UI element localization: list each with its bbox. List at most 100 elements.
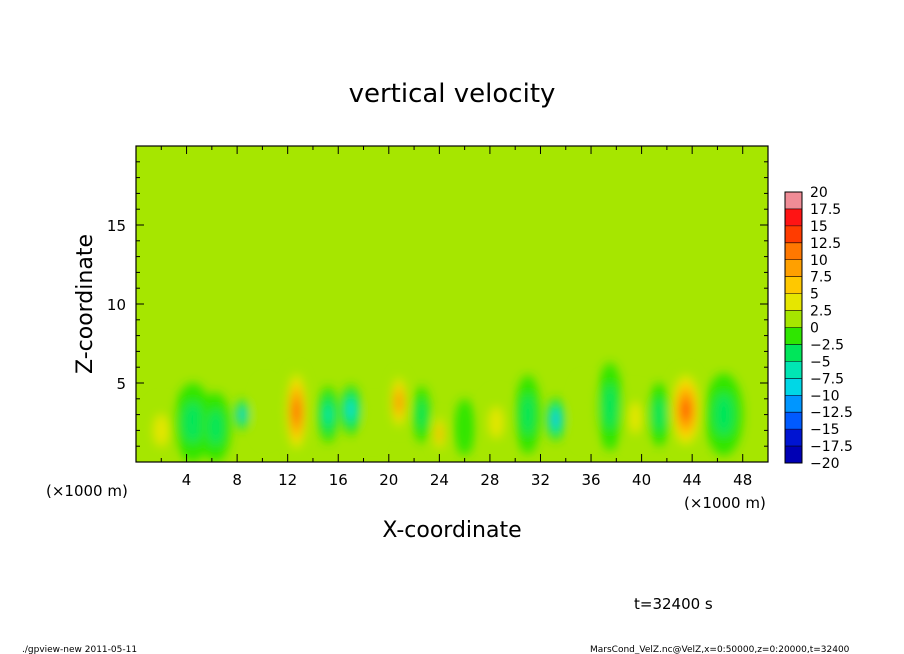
colorbar-label: 5 [810, 287, 819, 303]
velocity-cell [146, 398, 177, 462]
velocity-contour [417, 400, 427, 429]
velocity-cell [704, 373, 743, 456]
x-tick-label: 36 [581, 471, 600, 489]
velocity-cell [366, 398, 382, 447]
x-tick-label: 44 [683, 471, 702, 489]
colorbar-swatch [785, 446, 802, 463]
velocity-contour [324, 405, 332, 425]
colorbar-swatch [785, 327, 802, 345]
colorbar-label: 0 [810, 321, 819, 337]
x-tick-label: 40 [632, 471, 651, 489]
colorbar-label: 7.5 [810, 270, 832, 286]
velocity-contour [628, 401, 642, 434]
x-tick-label: 4 [182, 471, 192, 489]
colorbar-label: −20 [810, 456, 840, 472]
x-axis-label: X-coordinate [382, 518, 521, 543]
velocity-cell [454, 398, 475, 456]
colorbar-label: −17.5 [810, 439, 853, 455]
x-tick-label: 12 [278, 471, 297, 489]
colorbar-swatch [785, 259, 802, 277]
velocity-contour [153, 414, 169, 447]
velocity-contour [683, 403, 689, 417]
colorbar-swatch [785, 395, 802, 413]
colorbar-label: −10 [810, 388, 840, 404]
chart-title: vertical velocity [349, 79, 556, 109]
colorbar-label: 10 [810, 253, 828, 269]
x-tick-label: 48 [733, 471, 752, 489]
colorbar-label: −7.5 [810, 371, 844, 387]
velocity-contour [254, 379, 276, 444]
x-unit-right: (×1000 m) [684, 494, 766, 512]
velocity-cell [235, 398, 249, 431]
x-tick-label: 16 [329, 471, 348, 489]
colorbar-swatch [785, 293, 802, 311]
colorbar-swatch [785, 344, 802, 362]
velocity-cell [669, 368, 703, 451]
velocity-contour [603, 384, 617, 429]
velocity-cell [285, 367, 308, 456]
colorbar-swatch [785, 412, 802, 430]
velocity-contour [437, 428, 441, 439]
velocity-contour [714, 394, 734, 436]
velocity-cell [622, 386, 648, 450]
colorbar-label: 15 [810, 219, 828, 235]
velocity-cell [573, 376, 597, 447]
colorbar-swatch [785, 361, 802, 379]
x-tick-label: 32 [531, 471, 550, 489]
velocity-cell [546, 397, 565, 442]
colorbar-label: 20 [810, 185, 828, 201]
footer-program: ./gpview-new 2011-05-11 [22, 645, 137, 654]
x-unit-left: (×1000 m) [46, 482, 128, 500]
colorbar-label: −12.5 [810, 405, 853, 421]
colorbar-swatch [785, 225, 802, 243]
x-tick-label: 24 [430, 471, 449, 489]
time-label: t=32400 s [634, 595, 713, 613]
velocity-contour [653, 398, 665, 431]
colorbar-label: 2.5 [810, 304, 832, 320]
velocity-contour [366, 398, 382, 447]
x-tick-label: 8 [232, 471, 242, 489]
velocity-contour [183, 402, 203, 443]
velocity-cell [482, 390, 511, 455]
colorbar-label: 17.5 [810, 202, 841, 218]
velocity-cell [647, 383, 671, 447]
colorbar-swatch [785, 208, 802, 226]
footer-source: MarsCond_VelZ.nc@VelZ,x=0:50000,z=0:2000… [590, 645, 850, 654]
x-tick-label: 28 [480, 471, 499, 489]
colorbar-swatch [785, 242, 802, 260]
colorbar: 2017.51512.5107.552.50−2.5−5−7.5−10−12.5… [784, 185, 853, 472]
colorbar-label: −5 [810, 354, 831, 370]
velocity-cell [515, 375, 541, 455]
velocity-contour [240, 411, 244, 418]
colorbar-label: −2.5 [810, 337, 844, 353]
y-tick-label: 5 [116, 375, 126, 393]
velocity-contour [208, 409, 224, 445]
velocity-cell [340, 384, 361, 436]
velocity-contour [294, 404, 299, 419]
velocity-contour [553, 414, 558, 424]
velocity-contour [454, 398, 475, 456]
velocity-cell [200, 392, 231, 462]
velocity-contour [521, 394, 535, 435]
velocity-cell [597, 362, 623, 451]
colorbar-swatch [785, 192, 802, 209]
velocity-cell [412, 386, 431, 444]
colorbar-label: −15 [810, 422, 840, 438]
x-tick-label: 20 [379, 471, 398, 489]
colorbar-swatch [785, 378, 802, 396]
velocity-cell [433, 413, 446, 455]
y-tick-label: 15 [107, 217, 126, 235]
velocity-cell [318, 386, 339, 444]
velocity-contour [573, 376, 597, 447]
colorbar-swatch [785, 310, 802, 328]
velocity-contour [489, 406, 504, 439]
colorbar-swatch [785, 276, 802, 294]
y-tick-label: 10 [107, 296, 126, 314]
colorbar-label: 12.5 [810, 236, 841, 252]
velocity-contour [348, 403, 354, 417]
velocity-cell [254, 379, 276, 444]
y-axis-label: Z-coordinate [73, 234, 98, 374]
velocity-cell [390, 371, 408, 432]
